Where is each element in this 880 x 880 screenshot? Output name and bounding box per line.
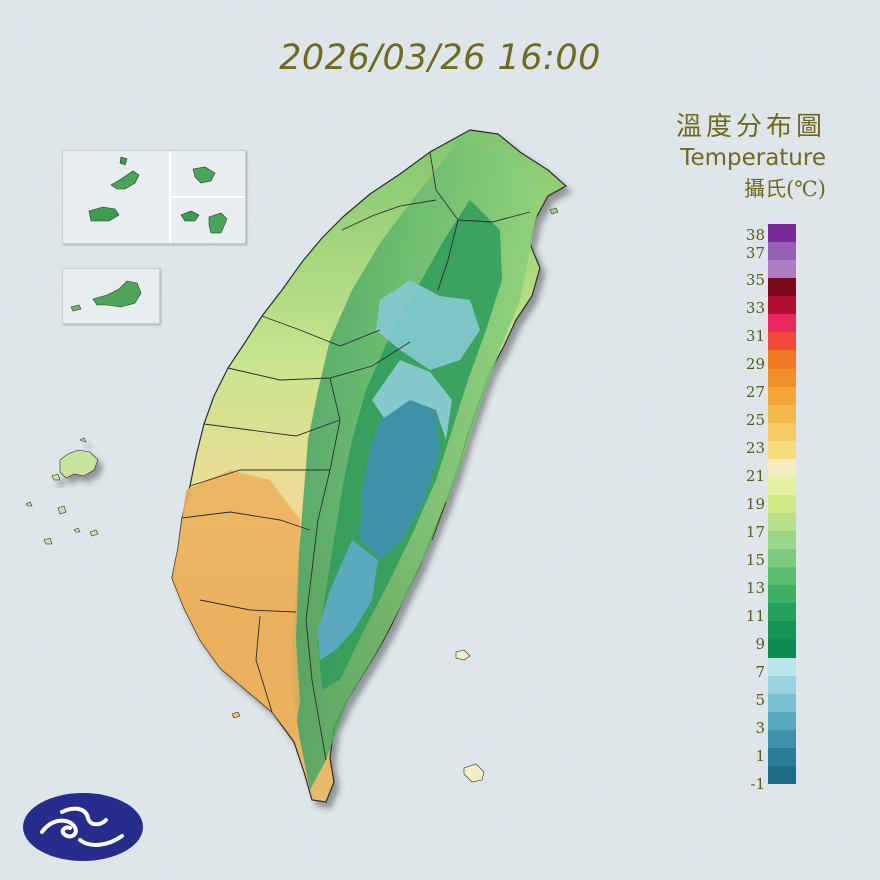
inset-kinmen-islands [62, 268, 160, 324]
scale-swatch [768, 567, 796, 586]
scale-tick-label: 27 [745, 383, 765, 401]
scale-tick-label: 35 [745, 271, 765, 289]
map-timestamp: 2026/03/26 16:00 [279, 38, 601, 78]
scale-tick-label: 23 [745, 439, 765, 457]
scale-swatch [768, 729, 796, 749]
scale-tick-label: 17 [745, 523, 765, 541]
penghu-small-islets [25, 501, 99, 545]
legend-title-block: 溫度分布圖 Temperature 攝氏(℃) [676, 110, 826, 206]
scale-swatch [768, 494, 796, 514]
scale-swatch [768, 404, 796, 424]
scale-swatch [768, 350, 796, 369]
scale-tick-label: 3 [755, 719, 765, 737]
scale-tick-label: 33 [745, 299, 765, 317]
cold-mountain-central [360, 400, 440, 560]
scale-tick-label: 29 [745, 355, 765, 373]
liuqiu-island [231, 711, 241, 719]
scale-swatch [768, 260, 796, 279]
scale-swatch [768, 747, 796, 767]
scale-swatch [768, 314, 796, 333]
scale-tick-label: 1 [755, 747, 765, 765]
legend-title-english: Temperature [680, 145, 826, 171]
legend-unit: 攝氏(℃) [744, 177, 826, 201]
matsu-islands-map [88, 151, 245, 243]
green-island [455, 649, 471, 661]
scale-tick-label: 38 [745, 226, 765, 244]
scale-swatch [768, 621, 796, 640]
scale-swatch [768, 675, 796, 695]
scale-swatch [768, 513, 796, 532]
scale-tick-label: 7 [755, 663, 765, 681]
county-boundaries [181, 151, 531, 761]
scale-swatch [768, 765, 796, 785]
scale-swatch [768, 278, 796, 297]
scale-tick-label: 19 [745, 495, 765, 513]
scale-swatch [768, 585, 796, 604]
scale-tick-label: 9 [755, 635, 765, 653]
scale-tick-label: 11 [745, 607, 765, 625]
scale-tick-label: 15 [745, 551, 765, 569]
scale-swatch [768, 693, 796, 713]
scale-swatch [768, 296, 796, 315]
scale-tick-label: -1 [750, 775, 765, 793]
kinmen-islands-map [70, 280, 142, 312]
scale-swatch [768, 657, 796, 677]
scale-tick-label: 25 [745, 411, 765, 429]
scale-swatch [768, 639, 796, 659]
southwest-warm-plain [172, 470, 300, 740]
scale-swatch [768, 603, 796, 622]
scale-swatch [768, 440, 796, 460]
scale-swatch [768, 549, 796, 568]
scale-swatch [768, 224, 796, 243]
cwa-logo [23, 793, 143, 861]
guishan-island [549, 207, 559, 215]
scale-swatch [768, 476, 796, 496]
legend-title-chinese: 溫度分布圖 [675, 112, 826, 142]
scale-tick-label: 13 [745, 579, 765, 597]
scale-tick-label: 5 [755, 691, 765, 709]
scale-swatch [768, 458, 796, 478]
inset-matsu-islands [62, 150, 246, 244]
scale-swatch [768, 368, 796, 388]
scale-swatch [768, 242, 796, 261]
scale-tick-label: 21 [745, 467, 765, 485]
orchid-island [463, 763, 485, 783]
scale-swatch [768, 422, 796, 442]
cold-mountain-central-fringe [372, 360, 452, 440]
scale-swatch [768, 332, 796, 351]
penghu-islands [51, 437, 99, 481]
scale-swatch [768, 531, 796, 550]
cold-mountain-south [318, 540, 378, 660]
scale-swatch [768, 711, 796, 731]
temperature-color-scale [768, 224, 796, 785]
scale-tick-label: 37 [745, 244, 765, 262]
scale-tick-label: 31 [745, 327, 765, 345]
scale-swatch [768, 386, 796, 406]
